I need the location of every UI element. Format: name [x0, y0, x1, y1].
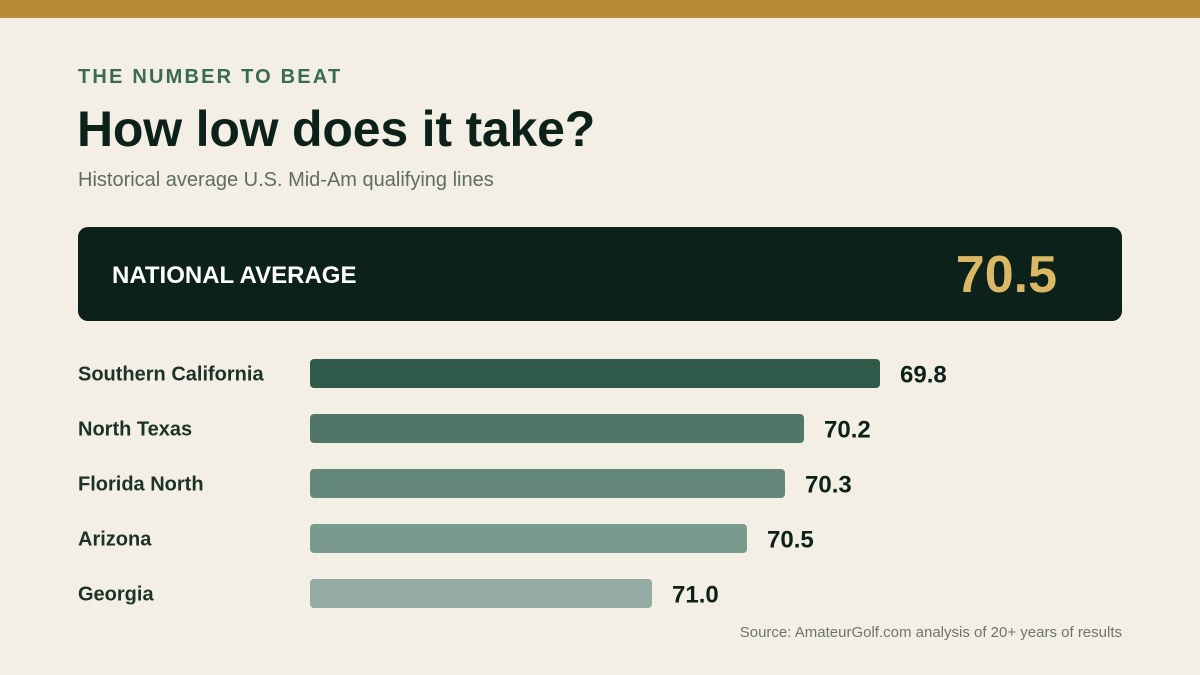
value-label: 70.3	[805, 472, 852, 499]
bar-florida-north	[310, 469, 785, 498]
bar-southern-california	[310, 359, 880, 388]
accent-top-bar	[0, 0, 1200, 18]
category-label: North Texas	[78, 419, 192, 441]
national-average-value: 70.5	[955, 246, 1057, 304]
value-label: 71.0	[672, 582, 719, 609]
category-label: Florida North	[78, 474, 204, 496]
bar-arizona	[310, 524, 747, 553]
national-average-label: NATIONAL AVERAGE	[112, 262, 357, 289]
national-average-panel: NATIONAL AVERAGE 70.5	[78, 227, 1122, 321]
eyebrow-label: THE NUMBER TO BEAT	[78, 66, 343, 88]
category-label: Southern California	[78, 364, 264, 386]
value-label: 69.8	[900, 362, 947, 389]
region-bar-chart: Southern California 69.8 North Texas 70.2 Fl…	[78, 359, 947, 609]
category-label: Georgia	[78, 584, 154, 606]
page-subtitle: Historical average U.S. Mid-Am qualifyin…	[78, 169, 494, 191]
value-label: 70.5	[767, 527, 814, 554]
source-note: Source: AmateurGolf.com analysis of 20+ …	[739, 624, 1122, 641]
value-label: 70.2	[824, 417, 871, 444]
bar-north-texas	[310, 414, 804, 443]
bar-georgia	[310, 579, 652, 608]
category-label: Arizona	[78, 529, 152, 551]
page-title: How low does it take?	[77, 101, 596, 157]
